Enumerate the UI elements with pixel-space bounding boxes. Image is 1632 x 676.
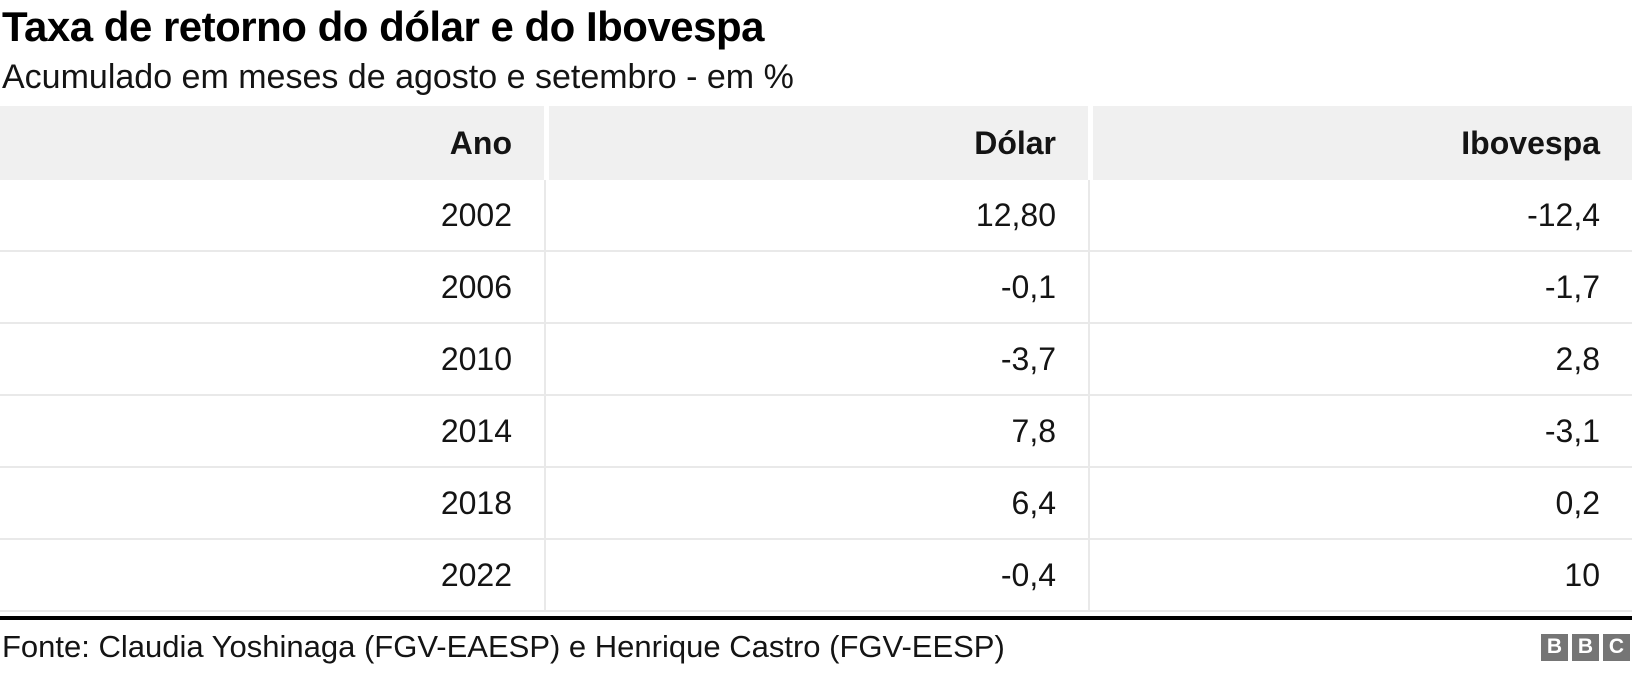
table-row: 2014 7,8 -3,1 [0, 396, 1632, 468]
source-text: Fonte: Claudia Yoshinaga (FGV-EAESP) e H… [2, 629, 1005, 664]
footer-divider [0, 616, 1632, 620]
ibovespa-cell: -1,7 [1088, 252, 1632, 324]
table-row: 2018 6,4 0,2 [0, 468, 1632, 540]
dolar-cell: 7,8 [544, 396, 1088, 468]
table-row: 2006 -0,1 -1,7 [0, 252, 1632, 324]
year-cell: 2018 [0, 468, 544, 540]
ibovespa-cell: -3,1 [1088, 396, 1632, 468]
bbc-logo-block: B [1572, 633, 1599, 661]
table-row: 2022 -0,4 10 [0, 540, 1632, 612]
page-title: Taxa de retorno do dólar e do Ibovespa [2, 3, 765, 50]
dolar-cell: -3,7 [544, 324, 1088, 396]
column-header-dolar: Dólar [544, 106, 1088, 180]
ibovespa-cell: 0,2 [1088, 468, 1632, 540]
year-cell: 2014 [0, 396, 544, 468]
column-header-ano: Ano [0, 106, 544, 180]
ibovespa-cell: 2,8 [1088, 324, 1632, 396]
year-cell: 2006 [0, 252, 544, 324]
year-cell: 2010 [0, 324, 544, 396]
bbc-logo-block: B [1541, 633, 1568, 661]
column-header-ibovespa: Ibovespa [1088, 106, 1632, 180]
table-row: 2002 12,80 -12,4 [0, 180, 1632, 252]
returns-table: Ano Dólar Ibovespa 2002 12,80 -12,4 2006… [0, 106, 1632, 612]
table-row: 2010 -3,7 2,8 [0, 324, 1632, 396]
bbc-logo: B B C [1541, 633, 1630, 661]
dolar-cell: -0,1 [544, 252, 1088, 324]
ibovespa-cell: 10 [1088, 540, 1632, 612]
year-cell: 2002 [0, 180, 544, 252]
table-header-row: Ano Dólar Ibovespa [0, 106, 1632, 180]
bbc-logo-block: C [1603, 633, 1630, 661]
year-cell: 2022 [0, 540, 544, 612]
dolar-cell: 12,80 [544, 180, 1088, 252]
ibovespa-cell: -12,4 [1088, 180, 1632, 252]
dolar-cell: 6,4 [544, 468, 1088, 540]
footer: Fonte: Claudia Yoshinaga (FGV-EAESP) e H… [0, 620, 1632, 665]
page-subtitle: Acumulado em meses de agosto e setembro … [2, 58, 794, 96]
dolar-cell: -0,4 [544, 540, 1088, 612]
